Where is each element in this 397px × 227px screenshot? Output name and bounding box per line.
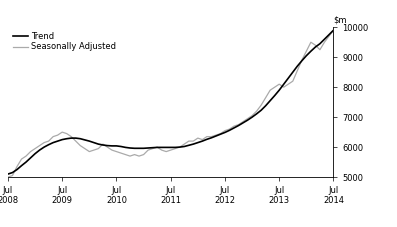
Text: $m: $m xyxy=(333,15,347,25)
Legend: Trend, Seasonally Adjusted: Trend, Seasonally Adjusted xyxy=(12,31,117,52)
